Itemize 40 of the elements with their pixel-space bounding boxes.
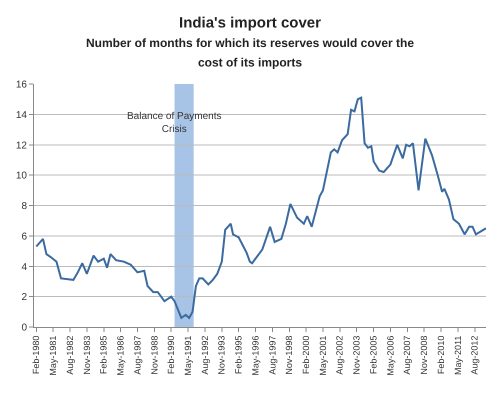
x-tick-label: Nov-1998 xyxy=(284,336,294,375)
y-tick-label: 8 xyxy=(21,201,28,212)
line-series xyxy=(35,96,486,319)
x-tick-label: Feb-2005 xyxy=(368,336,379,374)
x-tick-label: Nov-1993 xyxy=(216,336,227,375)
y-tick-label: 16 xyxy=(16,80,28,90)
x-tick-label: Feb-1980 xyxy=(31,336,42,374)
x-tick-label: Feb-2010 xyxy=(436,336,446,374)
chart-title: India's import cover xyxy=(179,14,322,32)
x-tick-label: Nov-2003 xyxy=(352,336,362,375)
y-tick-label: 10 xyxy=(16,170,28,182)
x-tick-label: Aug-1987 xyxy=(132,336,142,375)
x-tick-label: May-1981 xyxy=(48,336,58,376)
x-tick-label: May-1991 xyxy=(182,336,193,376)
x-tick-label: May-2011 xyxy=(452,336,463,375)
x-tick-label: Nov-2008 xyxy=(419,336,430,375)
y-tick-label: 12 xyxy=(16,140,28,152)
chart-subtitle: Number of months for which its reserves would cover the cost of its imports xyxy=(86,36,414,70)
x-tick-label: May-1986 xyxy=(115,336,126,376)
x-tick-label: Feb-2000 xyxy=(301,336,312,374)
y-tick-label: 6 xyxy=(21,231,28,242)
y-tick-label: 14 xyxy=(16,110,28,121)
y-tick-label: 4 xyxy=(21,262,28,273)
x-tick-label: May-2006 xyxy=(385,336,396,376)
x-tick-label: Feb-1995 xyxy=(234,336,244,374)
x-tick-label: Feb-1985 xyxy=(98,336,109,374)
band-label: Balance of Payments Crisis xyxy=(127,111,222,135)
x-tick-label: Feb-1990 xyxy=(166,336,176,374)
x-tick-label: Nov-1988 xyxy=(149,336,160,375)
x-tick-label: May-1996 xyxy=(250,336,260,376)
x-tick-label: Aug-1982 xyxy=(64,336,75,375)
x-tick-label: Nov-1983 xyxy=(82,336,92,375)
x-tick-label: Aug-2012 xyxy=(470,336,480,375)
x-tick-label: Aug-1997 xyxy=(267,336,278,375)
x-tick-label: May-2001 xyxy=(318,336,328,376)
y-tick-label: 2 xyxy=(21,292,28,304)
x-tick-label: Aug-2007 xyxy=(402,336,412,375)
x-tick-label: Aug-2002 xyxy=(334,336,345,375)
x-tick-label: Aug-1992 xyxy=(200,336,210,375)
y-tick-label: 0 xyxy=(21,322,28,334)
